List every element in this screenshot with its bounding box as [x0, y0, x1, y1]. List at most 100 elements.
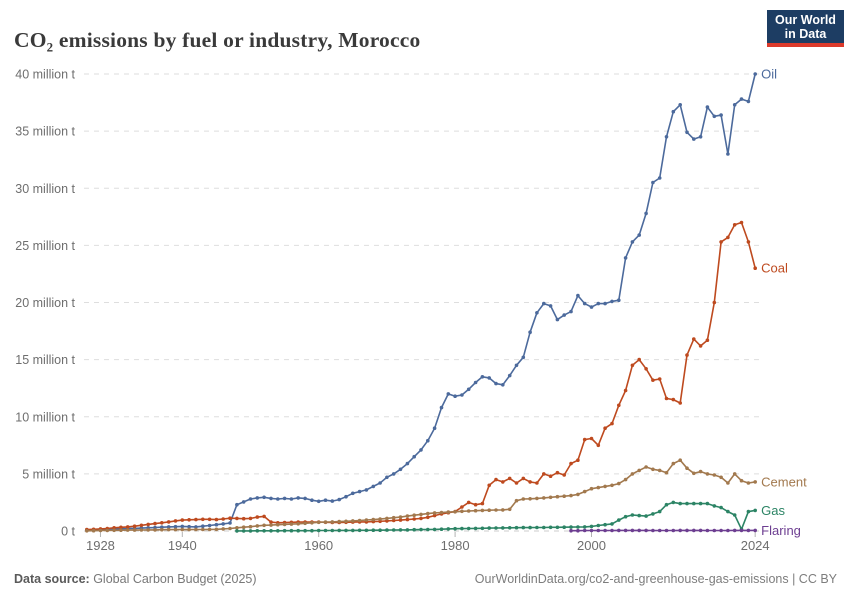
data-point	[337, 497, 342, 502]
data-point	[630, 240, 635, 244]
data-point	[303, 496, 307, 501]
data-point	[480, 375, 485, 379]
data-point	[705, 105, 710, 109]
data-point	[726, 509, 730, 514]
data-point	[623, 528, 628, 533]
data-point	[719, 113, 723, 117]
data-point	[473, 526, 478, 531]
data-point	[576, 458, 580, 463]
data-point	[548, 495, 553, 500]
data-point	[535, 525, 539, 530]
data-point	[589, 486, 594, 491]
data-point	[582, 301, 587, 306]
data-point	[685, 130, 689, 135]
data-point	[201, 517, 205, 522]
data-point	[507, 476, 512, 481]
data-point	[214, 522, 219, 527]
data-point	[692, 137, 696, 141]
series-label-oil[interactable]: Oil	[761, 67, 777, 82]
footer-link[interactable]: OurWorldinData.org/co2-and-greenhouse-ga…	[474, 572, 837, 586]
data-point	[678, 401, 682, 405]
data-point	[351, 519, 355, 523]
data-point	[576, 293, 580, 298]
data-point	[569, 493, 573, 498]
data-point	[357, 528, 362, 533]
data-point	[269, 529, 273, 533]
data-point	[732, 103, 737, 107]
data-point	[255, 529, 260, 533]
data-point	[248, 529, 253, 533]
data-point	[473, 380, 478, 385]
data-point	[637, 513, 641, 518]
data-point	[576, 525, 580, 529]
data-point	[719, 240, 723, 244]
data-point	[610, 421, 614, 426]
data-point	[726, 481, 730, 485]
series-label-coal[interactable]: Coal	[761, 261, 788, 276]
x-axis-label: 1960	[304, 538, 333, 553]
data-point	[173, 524, 178, 529]
data-point	[637, 468, 641, 473]
series-label-gas[interactable]: Gas	[761, 503, 785, 518]
data-point	[671, 109, 676, 114]
data-point	[521, 525, 526, 530]
data-point	[664, 528, 669, 533]
data-point	[364, 528, 369, 533]
data-point	[276, 529, 280, 533]
owid-logo[interactable]: Our World in Data	[767, 10, 844, 47]
data-point	[412, 527, 417, 532]
series-label-flaring[interactable]: Flaring	[761, 523, 801, 538]
data-source: Data source: Global Carbon Budget (2025)	[14, 572, 257, 586]
data-source-label: Data source:	[14, 572, 90, 586]
data-point	[371, 484, 376, 489]
data-point	[705, 501, 710, 506]
data-point	[719, 505, 723, 510]
series-label-cement[interactable]: Cement	[761, 474, 807, 489]
data-point	[241, 500, 246, 504]
chart-footer: Data source: Global Carbon Budget (2025)…	[14, 572, 837, 586]
data-point	[398, 467, 403, 472]
data-point	[664, 135, 669, 139]
data-point	[378, 481, 382, 485]
data-point	[617, 481, 621, 486]
data-point	[337, 519, 342, 524]
data-point	[371, 517, 376, 522]
data-point	[432, 511, 437, 515]
data-point	[453, 510, 457, 514]
data-point	[651, 378, 655, 383]
data-point	[419, 448, 423, 452]
data-point	[623, 388, 628, 393]
data-point	[221, 527, 225, 531]
data-point	[235, 526, 239, 530]
data-point	[166, 525, 171, 529]
y-axis-label: 10 million t	[15, 410, 75, 424]
data-point	[228, 526, 232, 531]
data-point	[194, 527, 198, 532]
data-point	[657, 528, 662, 533]
data-point	[303, 521, 307, 526]
data-point	[671, 397, 676, 402]
data-point	[548, 474, 553, 479]
data-point	[576, 528, 580, 533]
data-point	[412, 454, 417, 459]
data-point	[432, 527, 437, 532]
data-point	[705, 528, 710, 533]
data-point	[248, 524, 253, 529]
data-point	[276, 497, 280, 501]
data-point	[555, 317, 560, 322]
data-point	[323, 528, 328, 533]
data-point	[671, 461, 676, 466]
series-line-coal	[86, 221, 756, 531]
data-point	[698, 501, 703, 506]
data-point	[535, 311, 539, 315]
data-point	[426, 515, 430, 520]
data-point	[262, 514, 266, 519]
data-point	[528, 497, 532, 501]
data-point	[569, 461, 573, 466]
data-point	[712, 114, 717, 119]
data-point	[235, 516, 239, 521]
data-point	[235, 502, 239, 507]
data-point	[726, 152, 730, 156]
data-point	[391, 472, 396, 476]
